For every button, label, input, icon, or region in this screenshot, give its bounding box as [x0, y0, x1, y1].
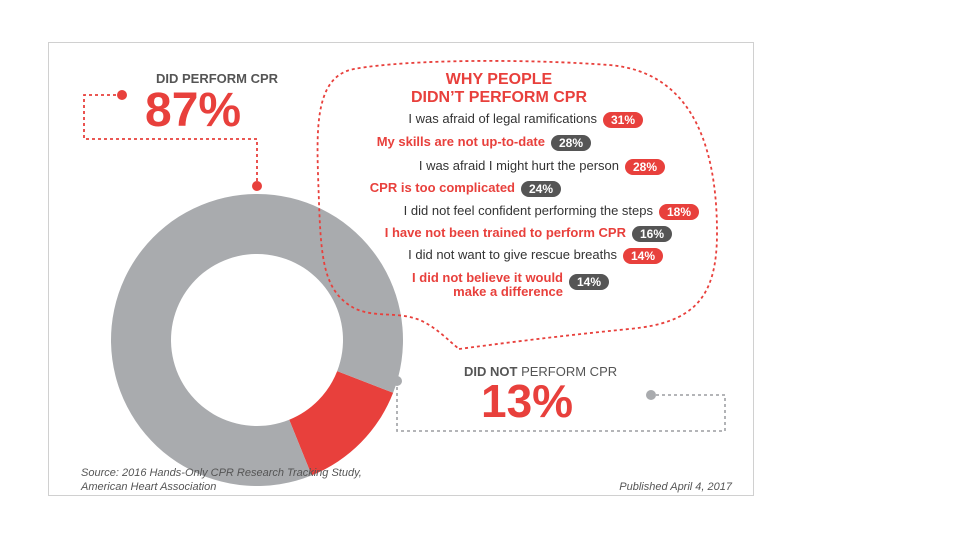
reason-text: I have not been trained to perform CPR: [385, 225, 627, 240]
reason-item: I did not feel confident performing the …: [404, 203, 699, 220]
reason-badge: [521, 181, 561, 197]
reasons-list: I was afraid of legal ramifications 31% My…: [370, 111, 699, 299]
reasons-bubble: [316, 60, 718, 350]
donut-group: [110, 194, 404, 487]
reason-text: make a difference: [453, 284, 563, 299]
reason-text: I was afraid of legal ramifications: [408, 111, 597, 126]
reason-item: I was afraid I might hurt the person 28%: [419, 158, 665, 175]
did-perform-label: DID PERFORM CPR: [156, 71, 279, 86]
reason-item: My skills are not up-to-date 28%: [377, 134, 591, 151]
did-not-perform-percent: 13%: [481, 375, 573, 427]
reason-badge: [551, 135, 591, 151]
reason-percent: 14%: [631, 249, 655, 263]
connector-13-end-dot: [646, 390, 656, 400]
reason-badge: [625, 159, 665, 175]
reason-badge: [603, 112, 643, 128]
did-perform-percent: 87%: [145, 84, 241, 137]
reasons-title-line-2: DIDN’T PERFORM CPR: [411, 89, 587, 106]
reason-badge: [659, 204, 699, 220]
reason-badge: [569, 274, 609, 290]
reason-badge: [623, 248, 663, 264]
connector-87-end-dot: [252, 181, 262, 191]
reason-text: I did not want to give rescue breaths: [408, 247, 617, 262]
connector-87-start-dot: [117, 90, 127, 100]
source-line-1: Source: 2016 Hands-Only CPR Research Tra…: [81, 467, 362, 479]
reason-badge: [632, 226, 672, 242]
reason-percent: 28%: [559, 136, 583, 150]
infographic-card: DID PERFORM CPR 87% DID NOT PERFORM CPR …: [48, 42, 754, 496]
donut-chart: DID PERFORM CPR 87% DID NOT PERFORM CPR …: [80, 60, 733, 493]
reason-percent: 14%: [577, 275, 601, 289]
reason-text: CPR is too complicated: [370, 180, 515, 195]
reason-item: I have not been trained to perform CPR 16…: [385, 225, 672, 242]
reason-percent: 24%: [529, 182, 553, 196]
reason-percent: 16%: [640, 227, 664, 241]
published-date: Published April 4, 2017: [619, 481, 733, 493]
did-not-perform-label-bold: DID NOT: [464, 364, 518, 379]
source-line-2: American Heart Association: [80, 481, 216, 493]
connector-87: [83, 90, 262, 191]
connector-13-start-dot: [392, 376, 402, 386]
reason-percent: 18%: [667, 205, 691, 219]
reason-percent: 28%: [633, 160, 657, 174]
reason-item: I did not want to give rescue breaths 14%: [408, 247, 663, 264]
reason-text: I did not believe it would: [412, 270, 563, 285]
reason-item: I was afraid of legal ramifications 31%: [408, 111, 643, 128]
reason-percent: 31%: [611, 113, 635, 127]
reason-text: I did not feel confident performing the …: [404, 203, 654, 218]
did-not-perform-label: DID NOT PERFORM CPR: [464, 364, 617, 379]
reasons-title-line-1: WHY PEOPLE: [446, 71, 553, 88]
slice-did-not-perform: [289, 371, 394, 476]
reason-text: My skills are not up-to-date: [377, 134, 545, 149]
did-not-perform-label-rest: PERFORM CPR: [517, 364, 617, 379]
connector-13: [392, 376, 726, 432]
reason-text: I was afraid I might hurt the person: [419, 158, 619, 173]
reason-item: CPR is too complicated 24%: [370, 180, 561, 197]
slice-did-perform: [110, 194, 404, 487]
